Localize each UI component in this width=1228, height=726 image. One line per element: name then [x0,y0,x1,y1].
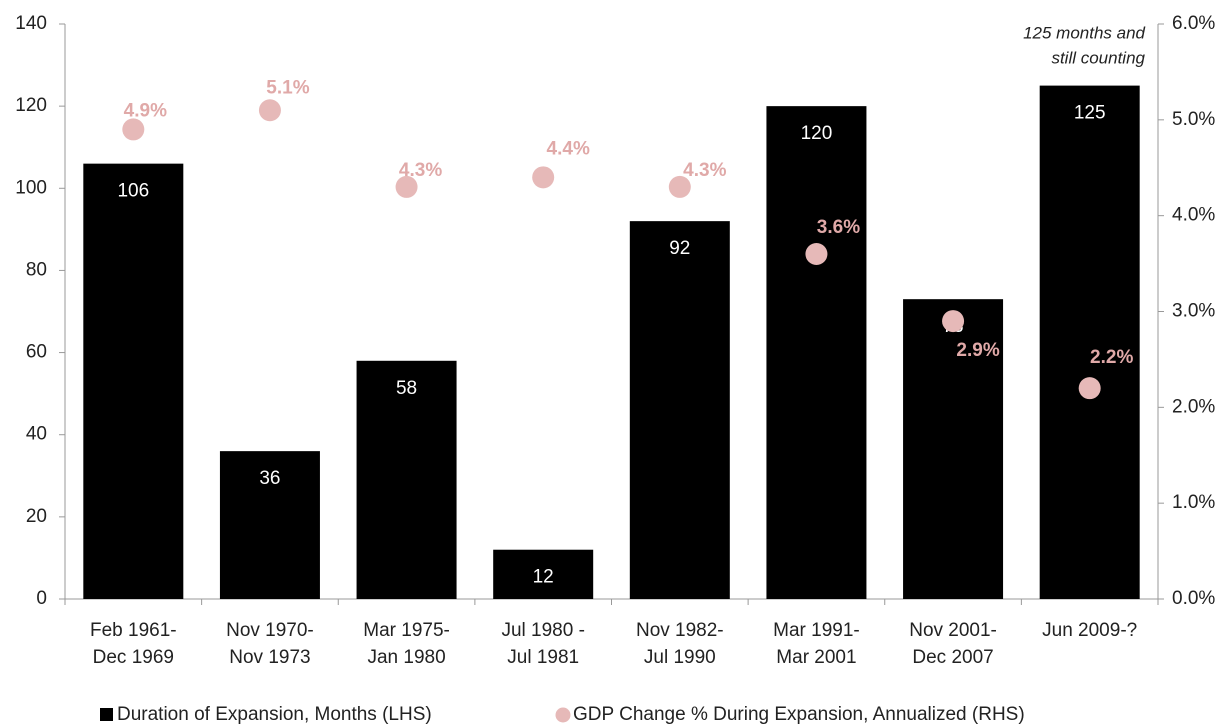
dot [942,310,965,333]
y2-tick-label: 5.0% [1172,109,1215,130]
bar-label: 58 [396,378,417,399]
dot [258,99,281,122]
bar [1039,85,1140,600]
bar [629,221,730,599]
bar [493,549,594,599]
dot [532,166,555,189]
dot-label: 3.6% [817,217,860,238]
bar [83,163,184,599]
y-tick-label: 140 [15,13,47,34]
bar [766,106,867,600]
x-tick-label: Feb 1961- [90,620,177,641]
dot-label: 4.3% [399,160,442,181]
x-tick-label: Jul 1981 [507,647,579,668]
x-tick-label: Mar 1991- [773,620,860,641]
dot-label: 4.9% [124,100,167,121]
y-tick-label: 0 [36,588,47,609]
bar [219,451,320,599]
bar-label: 120 [801,123,833,144]
x-tick-label: Dec 2007 [912,647,993,668]
y-tick-label: 120 [15,95,47,116]
x-tick-label: Nov 1982- [636,620,724,641]
x-tick-label: Jun 2009-? [1042,620,1137,641]
x-tick-label: Jan 1980 [367,647,445,668]
annotation: 125 months and [1023,23,1145,42]
dot-label: 4.4% [547,138,590,159]
y2-tick-label: 1.0% [1172,492,1215,513]
y2-tick-label: 6.0% [1172,13,1215,34]
bar-label: 12 [533,567,554,588]
legend-swatch [100,708,113,721]
dot [395,175,418,198]
bar [356,360,457,599]
x-tick-label: Dec 1969 [93,647,174,668]
dot-label: 2.2% [1090,347,1133,368]
bar-label: 36 [259,468,280,489]
x-tick-label: Jul 1990 [644,647,716,668]
bar-label: 106 [117,181,149,202]
dot-label: 5.1% [266,77,309,98]
annotation: still counting [1051,48,1145,67]
legend-label: Duration of Expansion, Months (LHS) [117,704,432,725]
dot-label: 2.9% [956,340,999,361]
y2-tick-label: 0.0% [1172,588,1215,609]
bar-label: 92 [669,238,690,259]
x-tick-label: Jul 1980 - [501,620,584,641]
y2-tick-label: 2.0% [1172,396,1215,417]
legend-swatch [555,707,571,723]
x-tick-label: Mar 1975- [363,620,450,641]
dot [668,175,691,198]
dot-label: 4.3% [683,160,726,181]
x-tick-label: Mar 2001 [776,647,856,668]
dot [122,118,145,141]
bar-label: 125 [1074,103,1106,124]
x-tick-label: Nov 2001- [909,620,997,641]
y-tick-label: 40 [26,424,47,445]
x-tick-label: Nov 1973 [229,647,310,668]
dot [805,243,828,265]
dot [1078,377,1101,400]
bar [903,299,1004,599]
y-tick-label: 80 [26,259,47,280]
y2-tick-label: 3.0% [1172,301,1215,322]
y-tick-label: 100 [15,177,47,198]
x-tick-label: Nov 1970- [226,620,314,641]
y-tick-label: 60 [26,342,47,363]
y-tick-label: 20 [26,506,47,527]
y2-tick-label: 4.0% [1172,205,1215,226]
legend-label: GDP Change % During Expansion, Annualize… [573,704,1025,725]
